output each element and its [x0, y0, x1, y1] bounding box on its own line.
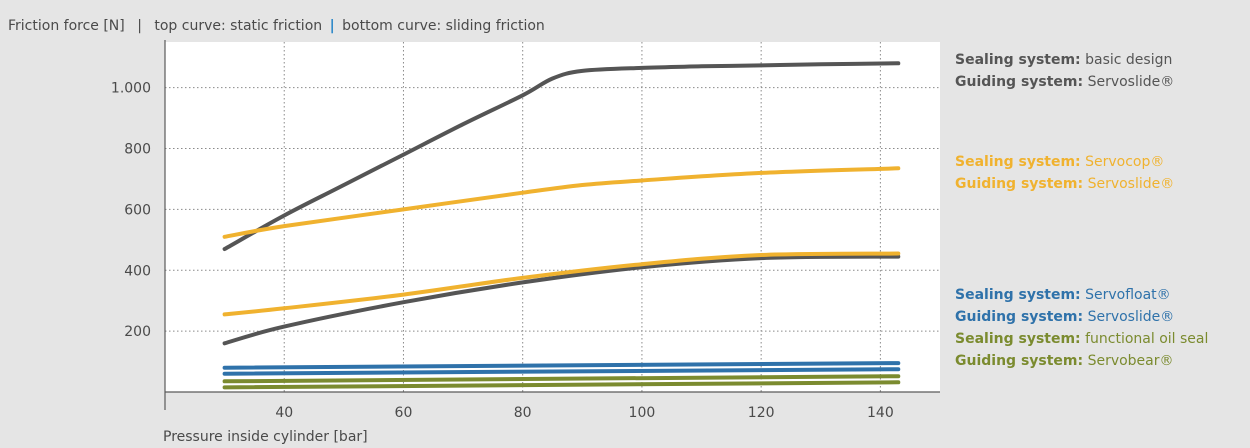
- legend-item: Guiding system: Servobear®: [955, 353, 1174, 369]
- legend-item: Sealing system: basic design: [955, 52, 1173, 68]
- y-tick-label: 1.000: [111, 81, 151, 97]
- series-line-2: [222, 166, 901, 239]
- x-tick-label: 100: [629, 405, 656, 421]
- legend-group-basic: Sealing system: basic design Guiding sys…: [955, 49, 1174, 93]
- x-tick-label: 40: [275, 405, 293, 421]
- series-line-3: [222, 251, 901, 317]
- legend-item: Guiding system: Servoslide®: [955, 74, 1175, 90]
- chart-header: Friction force [N] | top curve: static f…: [8, 18, 545, 34]
- y-tick-label: 600: [124, 202, 151, 218]
- x-tick-label: 80: [514, 405, 532, 421]
- legend-group-servofloat: Sealing system: Servofloat® Guiding syst…: [955, 284, 1174, 328]
- header-separator: |: [137, 18, 142, 34]
- y-tick-label: 800: [124, 142, 151, 158]
- series-line-5: [222, 367, 901, 376]
- legend-group-servocop: Sealing system: Servocop® Guiding system…: [955, 151, 1174, 195]
- legend-item: Guiding system: Servoslide®: [955, 309, 1175, 325]
- series-line-7: [222, 380, 901, 390]
- x-tick-label: 140: [867, 405, 894, 421]
- header-note-static: top curve: static friction: [154, 18, 323, 34]
- series-line-4: [222, 361, 901, 370]
- legend-item: Sealing system: functional oil seal: [955, 331, 1209, 347]
- series-lines: [222, 61, 901, 390]
- series-line-0: [222, 61, 901, 251]
- legend-item: Sealing system: Servofloat®: [955, 287, 1171, 303]
- legend-group-oil-seal: Sealing system: functional oil seal Guid…: [955, 328, 1208, 372]
- axes: [164, 40, 940, 410]
- x-tick-label: 120: [748, 405, 775, 421]
- header-note-separator: |: [329, 18, 335, 34]
- x-tick-label: 60: [395, 405, 413, 421]
- series-line-1: [222, 254, 901, 346]
- tick-labels: 200 400 600 800 1.000 40 60 80 100 120 140: [111, 81, 894, 421]
- y-tick-label: 400: [124, 263, 151, 279]
- x-axis-label: Pressure inside cylinder [bar]: [163, 429, 368, 445]
- y-axis-label: Friction force [N]: [8, 18, 125, 34]
- plot-area: [165, 42, 940, 392]
- legend-item: Guiding system: Servoslide®: [955, 176, 1175, 192]
- series-line-6: [222, 374, 901, 384]
- header-note-sliding: bottom curve: sliding friction: [342, 18, 545, 34]
- legend-item: Sealing system: Servocop®: [955, 154, 1165, 170]
- y-tick-label: 200: [124, 324, 151, 340]
